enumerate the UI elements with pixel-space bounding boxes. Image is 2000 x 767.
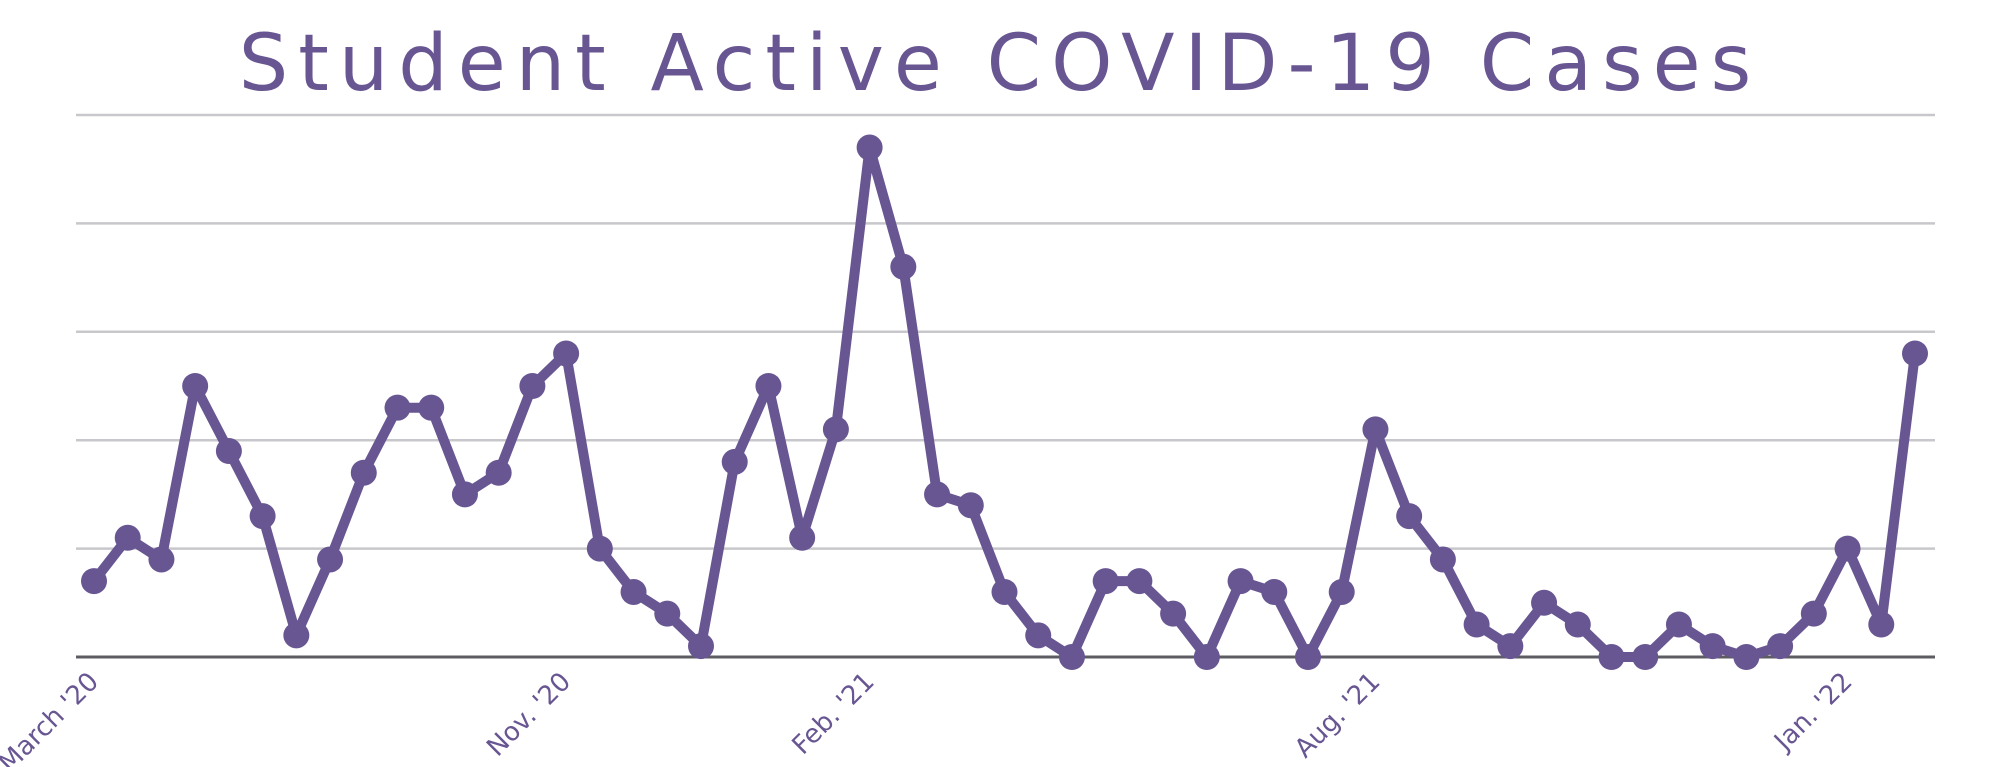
data-point (1767, 633, 1794, 660)
data-point (553, 340, 580, 367)
data-point (1396, 503, 1423, 530)
data-point (1632, 644, 1659, 670)
x-tick-label: Feb. '21 (787, 667, 881, 761)
data-point (620, 578, 647, 605)
data-point (350, 459, 377, 486)
data-point (890, 253, 917, 280)
data-point (822, 416, 849, 443)
data-point (418, 394, 445, 421)
data-point (1497, 633, 1524, 660)
data-point (317, 546, 344, 573)
x-tick-label: Aug. '21 (1289, 667, 1386, 764)
data-point (1362, 416, 1389, 443)
x-axis-tick-labels: March '20 Nov. '20 Feb. '21 Aug. '21 Jan. '2… (0, 667, 1859, 767)
data-point (586, 535, 613, 562)
data-point (249, 503, 276, 530)
data-point (856, 134, 883, 161)
data-point (384, 394, 411, 421)
x-tick-label: March '20 (0, 667, 105, 767)
data-point (1058, 644, 1085, 670)
data-point (1092, 568, 1119, 595)
data-point (148, 546, 175, 573)
data-point (1463, 611, 1490, 638)
data-point (721, 448, 748, 475)
data-point (924, 481, 951, 508)
data-point (1025, 622, 1052, 649)
data-points (81, 134, 1928, 670)
data-point (1699, 633, 1726, 660)
data-point (1800, 600, 1827, 627)
data-point (789, 524, 816, 551)
data-point (1665, 611, 1692, 638)
data-point (1160, 600, 1187, 627)
data-point (1328, 578, 1355, 605)
data-point (1193, 644, 1220, 670)
data-point (81, 568, 107, 595)
data-point (451, 481, 478, 508)
data-point (1227, 568, 1254, 595)
data-point (519, 373, 546, 399)
data-point (1834, 535, 1861, 562)
data-point (1868, 611, 1895, 638)
data-point (1531, 589, 1558, 616)
data-point (283, 622, 310, 649)
data-point (182, 373, 209, 399)
data-point (1733, 644, 1760, 670)
data-point (957, 492, 984, 519)
data-point (1261, 578, 1288, 605)
data-point (1598, 644, 1625, 670)
data-point (654, 600, 681, 627)
x-tick-label: Nov. '20 (481, 667, 577, 763)
data-point (1295, 644, 1321, 670)
data-point (991, 578, 1018, 605)
data-point (688, 633, 714, 660)
data-point (1902, 340, 1928, 367)
chart-title: Student Active COVID-19 Cases (238, 19, 1762, 109)
x-tick-label: Jan. '22 (1767, 667, 1858, 758)
data-point (114, 524, 141, 551)
data-point (485, 459, 512, 486)
data-point (215, 438, 242, 465)
data-point (1429, 546, 1456, 573)
data-point (1126, 568, 1153, 595)
data-point (1564, 611, 1591, 638)
data-point (755, 373, 782, 399)
